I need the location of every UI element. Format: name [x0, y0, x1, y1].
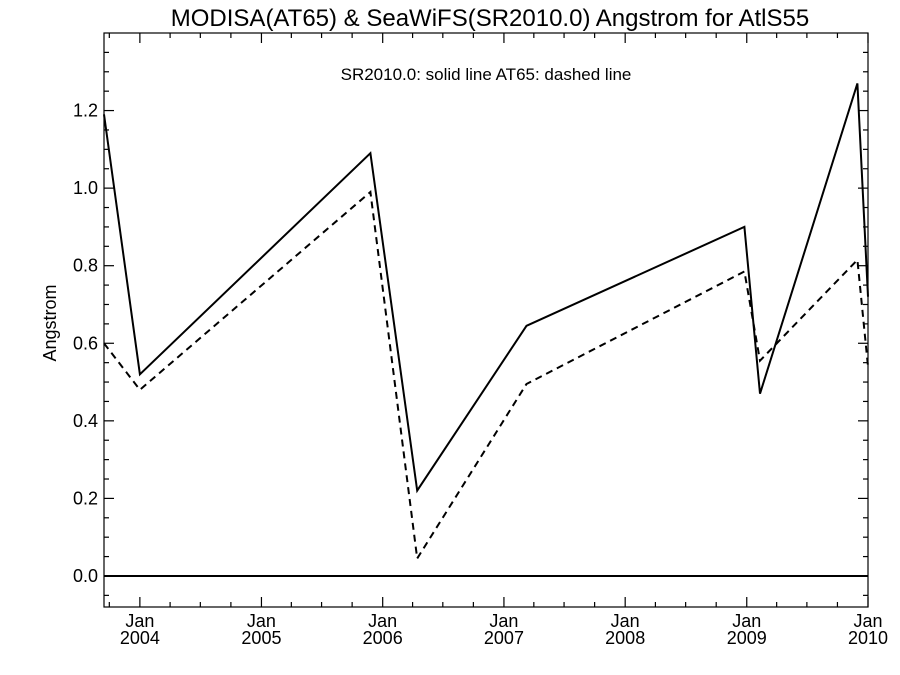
y-tick-label: 0.0 [73, 566, 98, 586]
x-tick-month-label: Jan [368, 611, 397, 631]
x-tick-year-label: 2009 [727, 628, 767, 648]
x-tick-year-label: 2004 [120, 628, 160, 648]
x-tick-year-label: 2010 [848, 628, 888, 648]
plot-frame [103, 32, 869, 608]
x-tick-month-label: Jan [125, 611, 154, 631]
y-tick-label: 0.8 [73, 256, 98, 276]
series-group [103, 83, 869, 562]
x-tick-year-label: 2008 [605, 628, 645, 648]
legend-annotation: SR2010.0: solid line AT65: dashed line [341, 65, 632, 84]
x-tick-month-label: Jan [732, 611, 761, 631]
y-tick-label: 1.0 [73, 178, 98, 198]
x-tick-year-label: 2007 [484, 628, 524, 648]
x-tick-year-label: 2005 [241, 628, 281, 648]
axis-tick-labels: 0.00.20.40.60.81.01.2Jan2004Jan2005Jan20… [73, 101, 888, 648]
series-line-at65 [103, 190, 869, 562]
chart-title: MODISA(AT65) & SeaWiFS(SR2010.0) Angstro… [171, 5, 809, 32]
y-tick-label: 1.2 [73, 101, 98, 121]
series-line-sr2010-0 [103, 83, 869, 494]
axis-ticks [104, 33, 869, 607]
y-axis-label: Angstrom [40, 284, 60, 361]
x-tick-year-label: 2006 [363, 628, 403, 648]
x-tick-month-label: Jan [247, 611, 276, 631]
x-tick-month-label: Jan [489, 611, 518, 631]
y-tick-label: 0.2 [73, 488, 98, 508]
y-tick-label: 0.4 [73, 411, 98, 431]
x-tick-month-label: Jan [611, 611, 640, 631]
x-tick-month-label: Jan [853, 611, 882, 631]
y-tick-label: 0.6 [73, 333, 98, 353]
